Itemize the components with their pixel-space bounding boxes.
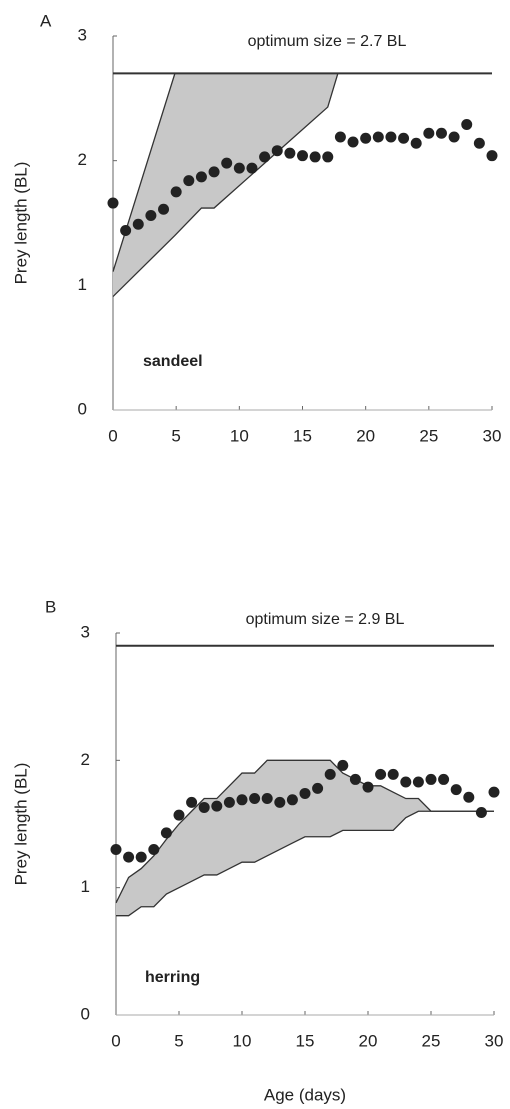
data-point	[412, 776, 424, 788]
data-point	[475, 807, 487, 819]
data-point	[488, 786, 500, 798]
data-point	[233, 162, 245, 174]
y-tick-label: 0	[81, 1004, 90, 1023]
data-point	[372, 131, 384, 143]
data-point	[145, 210, 157, 222]
x-tick-label: 5	[171, 426, 180, 445]
x-tick-label: 20	[356, 426, 375, 445]
data-point	[135, 851, 147, 863]
data-point	[362, 781, 374, 793]
data-point	[473, 137, 485, 149]
data-point	[337, 759, 349, 771]
data-point	[236, 794, 248, 806]
data-point	[486, 150, 498, 162]
y-tick-label: 3	[78, 25, 87, 44]
data-point	[148, 843, 160, 855]
data-point	[324, 768, 336, 780]
y-axis-label: Prey length (BL)	[11, 162, 30, 285]
x-axis-label: Age (days)	[264, 1085, 346, 1104]
y-tick-label: 0	[78, 399, 87, 418]
x-tick-label: 0	[111, 1031, 120, 1050]
data-point	[271, 145, 283, 157]
data-point	[450, 784, 462, 796]
data-point	[425, 773, 437, 785]
data-point	[398, 132, 410, 144]
y-tick-label: 1	[78, 275, 87, 294]
data-point	[223, 796, 235, 808]
data-point	[387, 768, 399, 780]
x-tick-label: 25	[419, 426, 438, 445]
data-point	[312, 782, 324, 794]
data-point	[132, 218, 144, 230]
data-point	[160, 827, 172, 839]
data-point	[400, 776, 412, 788]
data-point	[435, 127, 447, 139]
data-point	[208, 166, 220, 178]
data-point	[274, 796, 286, 808]
data-point	[349, 773, 361, 785]
data-point	[286, 794, 298, 806]
band-lower	[112, 73, 339, 298]
data-point	[299, 787, 311, 799]
x-tick-label: 10	[233, 1031, 252, 1050]
data-point	[360, 132, 372, 144]
data-point	[186, 796, 198, 808]
data-point	[173, 809, 185, 821]
data-point	[423, 127, 435, 139]
data-point	[334, 131, 346, 143]
data-point	[249, 793, 261, 805]
data-point	[183, 175, 195, 187]
data-point	[211, 800, 223, 812]
data-point	[221, 157, 233, 169]
data-point	[259, 151, 271, 163]
data-point	[410, 137, 422, 149]
data-point	[158, 203, 170, 215]
data-point	[463, 791, 475, 803]
data-point	[170, 186, 182, 198]
panel-label: A	[40, 11, 52, 30]
band-lower	[116, 810, 494, 917]
data-point	[438, 773, 450, 785]
data-point	[120, 224, 132, 236]
data-point	[195, 171, 207, 183]
panel-label: B	[45, 597, 56, 616]
y-tick-label: 2	[81, 750, 90, 769]
chart-title: optimum size = 2.7 BL	[248, 33, 407, 50]
data-point	[261, 793, 273, 805]
data-point	[297, 150, 308, 162]
x-tick-label: 15	[296, 1031, 315, 1050]
annotation: herring	[145, 969, 200, 986]
y-tick-label: 1	[81, 877, 90, 896]
data-point	[198, 801, 210, 813]
y-tick-label: 3	[81, 622, 90, 641]
data-point	[448, 131, 460, 143]
data-point	[385, 131, 397, 143]
x-tick-label: 30	[485, 1031, 504, 1050]
y-axis-label: Prey length (BL)	[11, 763, 30, 886]
data-point	[123, 851, 135, 863]
data-point	[284, 147, 296, 159]
data-point	[246, 162, 258, 174]
chart-title: optimum size = 2.9 BL	[246, 611, 405, 628]
x-tick-label: 15	[293, 426, 312, 445]
data-point	[107, 197, 119, 209]
data-point	[309, 151, 321, 163]
band-fill	[116, 760, 494, 916]
x-tick-label: 0	[108, 426, 117, 445]
x-tick-label: 5	[174, 1031, 183, 1050]
data-point	[110, 843, 122, 855]
data-point	[461, 119, 473, 131]
data-point	[375, 768, 387, 780]
x-tick-label: 20	[359, 1031, 378, 1050]
x-tick-label: 30	[483, 426, 502, 445]
x-tick-label: 25	[422, 1031, 441, 1050]
annotation: sandeel	[143, 353, 203, 370]
data-point	[347, 136, 359, 148]
y-tick-label: 2	[78, 150, 87, 169]
data-point	[322, 151, 334, 163]
x-tick-label: 10	[230, 426, 249, 445]
